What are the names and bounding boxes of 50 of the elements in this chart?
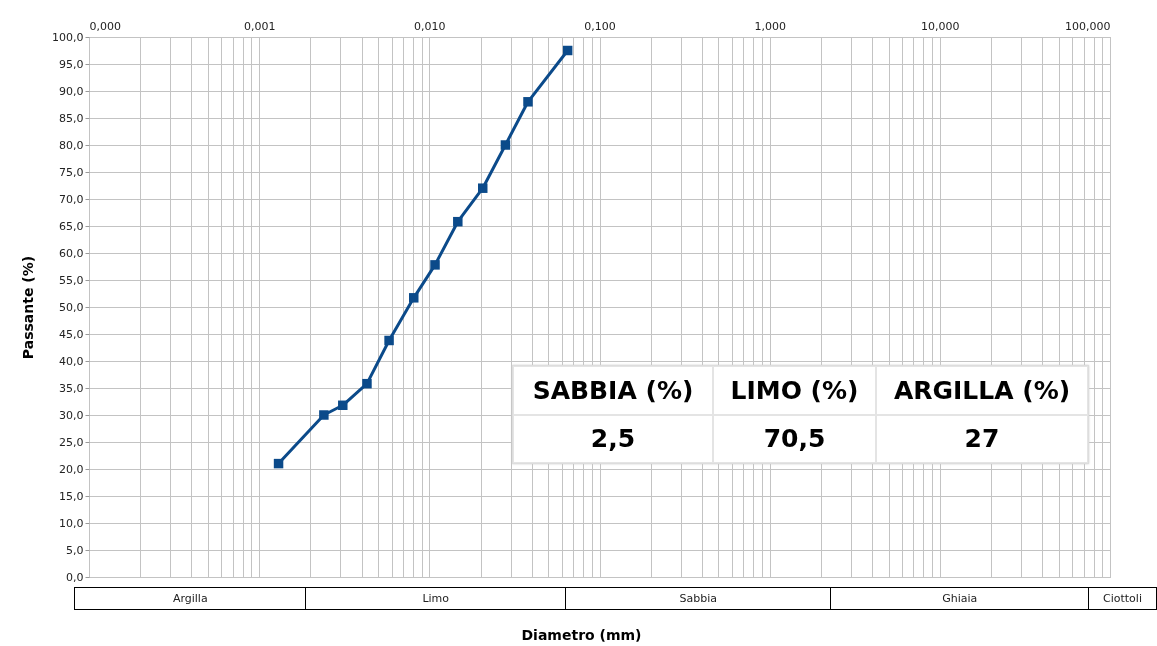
text: Argilla [74, 587, 307, 610]
y-tick-label: 40,0 [59, 354, 84, 368]
annotation: LIMO (%) [713, 366, 876, 415]
point [338, 400, 348, 411]
y-tick-label: 10,0 [59, 516, 84, 530]
point [409, 293, 419, 303]
annotation: 27 [876, 414, 1088, 463]
y-tick-label: 5,0 [66, 543, 84, 557]
y-tick-label: 65,0 [59, 219, 84, 233]
x-tick-label: 0,100 [584, 19, 616, 33]
x-tick-label: 0,000 [89, 19, 121, 33]
point [384, 335, 394, 346]
y-tick-label: 60,0 [59, 246, 84, 260]
y-tick-label: 45,0 [59, 327, 84, 341]
y-tick-label: 0,0 [66, 570, 84, 584]
y-tick-label: 35,0 [59, 381, 84, 395]
text: Ciottoli [1088, 587, 1157, 610]
y-tick-label: 50,0 [59, 300, 84, 314]
y-axis-title: Passante (%) [20, 255, 37, 360]
x-tick-label: 0,010 [414, 19, 446, 33]
point [430, 260, 440, 270]
annotation: 70,5 [713, 414, 876, 463]
text: Limo [305, 587, 567, 610]
y-tick-label: 55,0 [59, 273, 84, 287]
y-tick-label: 90,0 [59, 84, 84, 98]
y-tick-label: 20,0 [59, 462, 84, 476]
text: Ghiaia [830, 587, 1090, 610]
y-tick-label: 15,0 [59, 489, 84, 503]
point [362, 378, 372, 389]
x-axis-title: Diametro (mm) [521, 627, 642, 643]
y-tick-label: 75,0 [59, 165, 84, 179]
y-tick-label: 85,0 [59, 111, 84, 125]
annotation: 2,5 [513, 414, 713, 463]
point [478, 183, 488, 193]
y-tick-label: 25,0 [59, 435, 84, 449]
annotation: ARGILLA (%) [876, 366, 1088, 415]
annotation: SABBIA (%) [513, 366, 713, 415]
y-tick-label: 100,0 [52, 30, 84, 44]
text: Sabbia [565, 587, 832, 610]
x-tick-label: 100,000 [1065, 19, 1111, 33]
point [500, 140, 511, 150]
y-tick-label: 70,0 [59, 192, 84, 206]
x-tick-label: 1,000 [754, 19, 786, 33]
y-tick-label: 95,0 [59, 57, 84, 71]
point [523, 97, 533, 107]
x-tick-label: 0,001 [243, 19, 276, 33]
y-tick-label: 80,0 [59, 138, 84, 152]
x-tick-label: 10,000 [921, 19, 960, 33]
y-tick-label: 30,0 [59, 408, 84, 422]
point [453, 216, 463, 227]
